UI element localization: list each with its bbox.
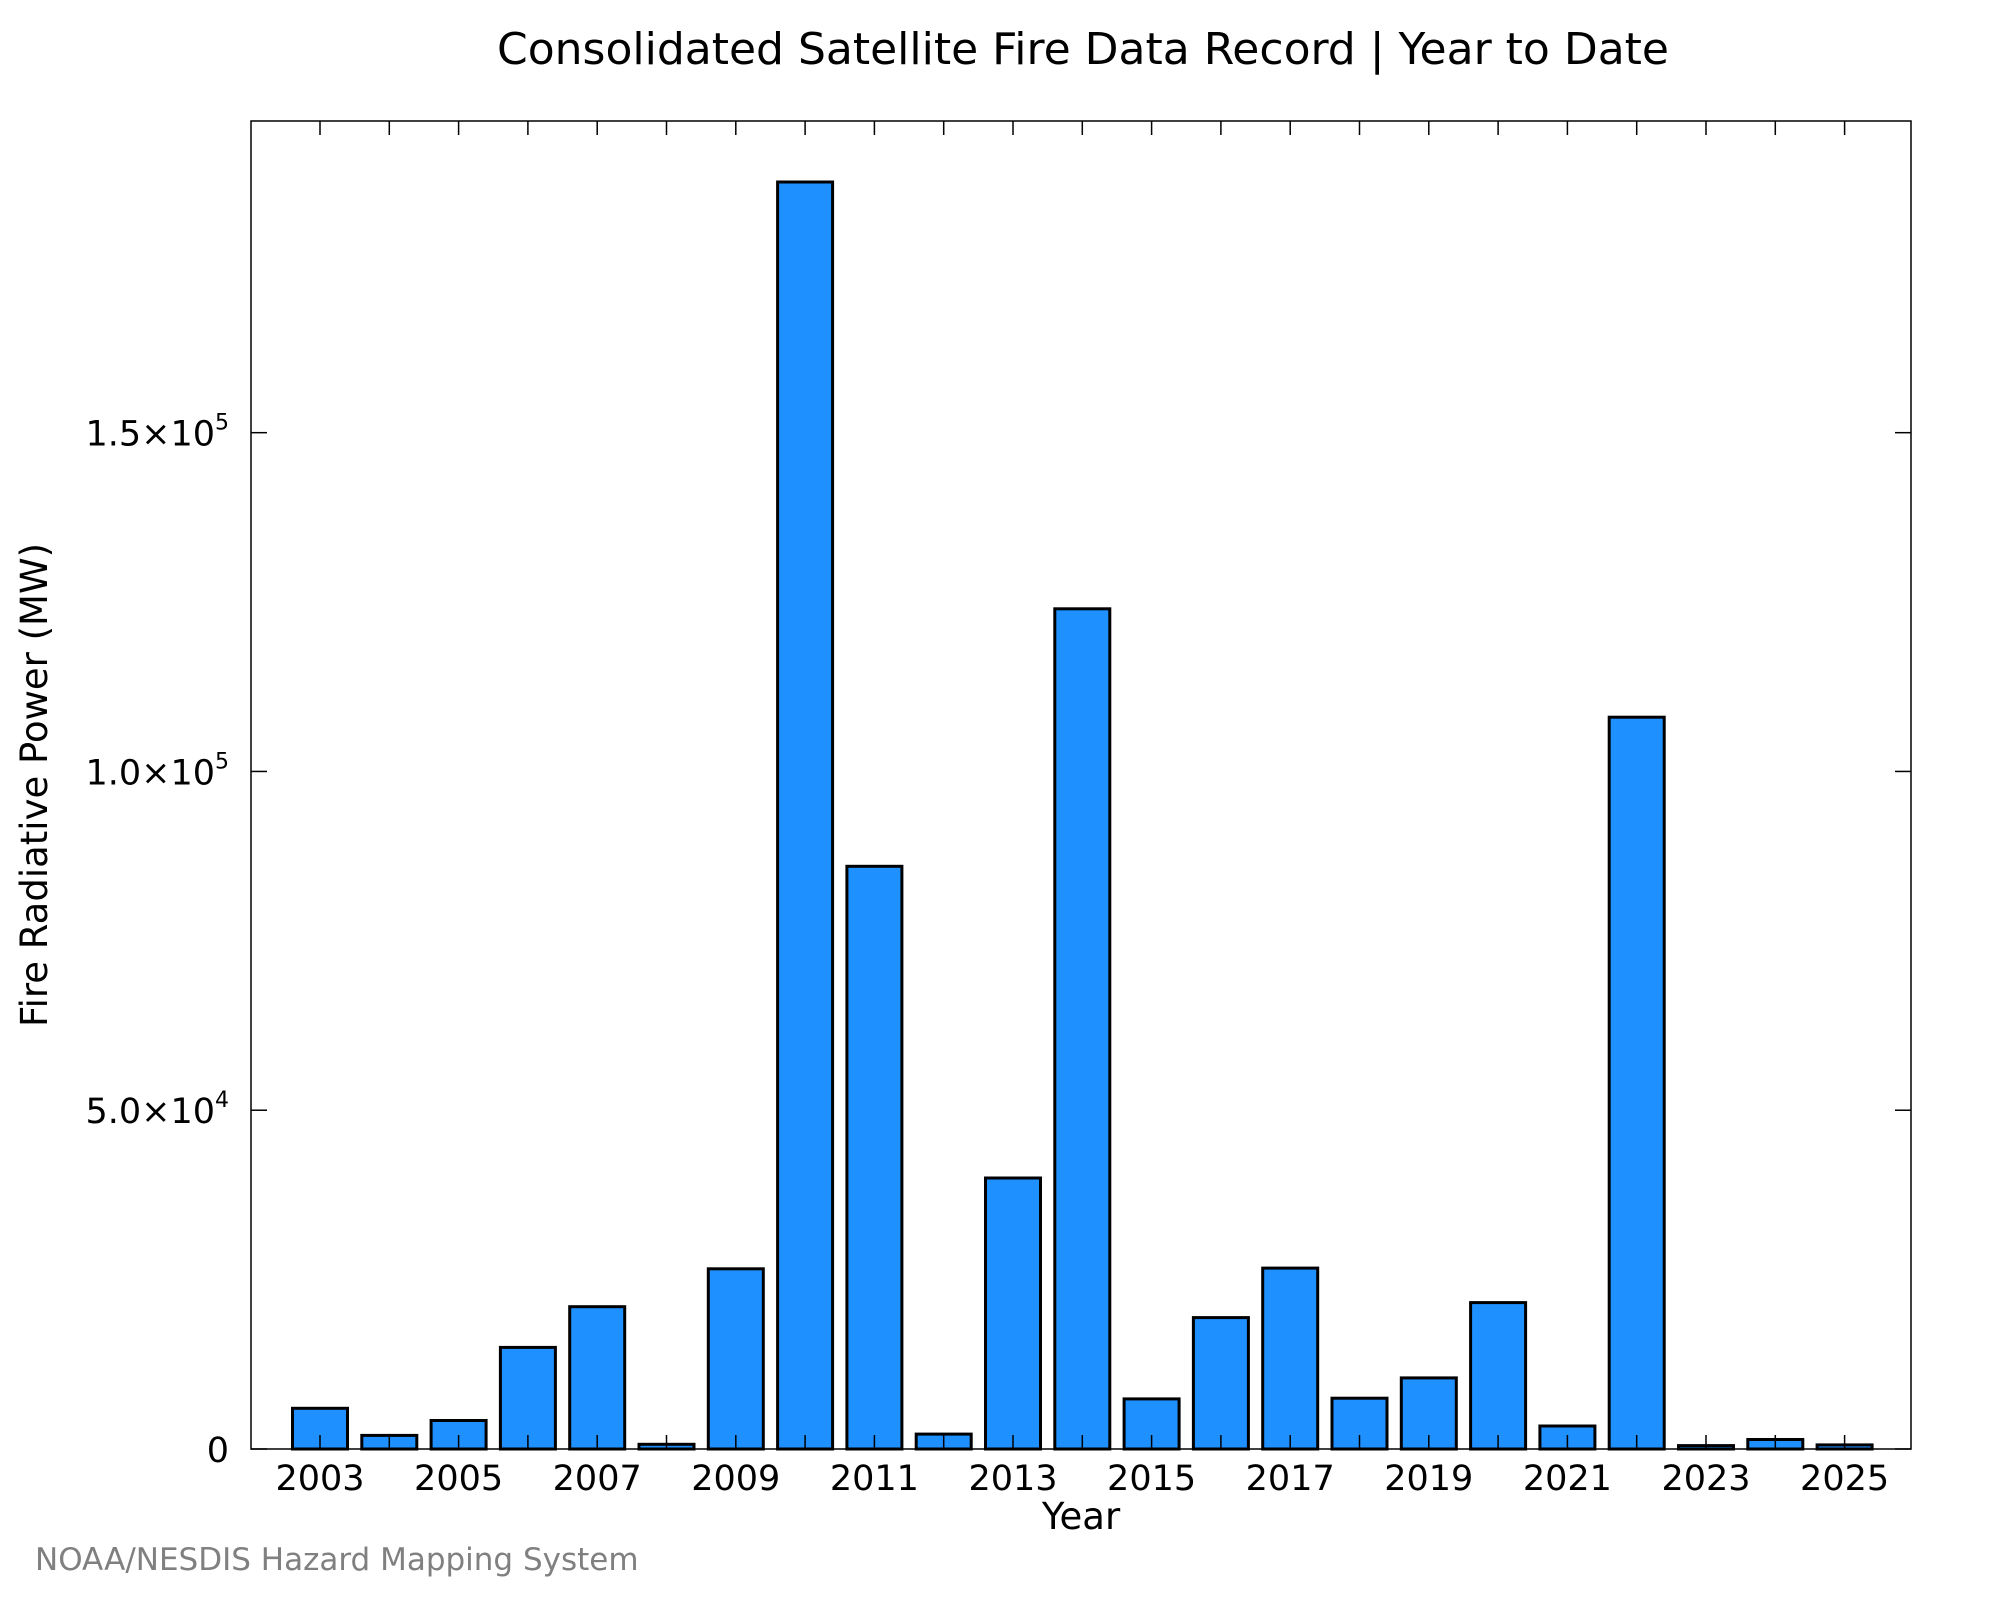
bar-2009 — [706, 1267, 765, 1451]
bar-2010 — [776, 180, 835, 1451]
bar-series — [291, 180, 1874, 1451]
x-tick-label-2023: 2023 — [1661, 1459, 1750, 1499]
x-tick-label-2017: 2017 — [1246, 1459, 1335, 1499]
x-axis-label: Year — [1041, 1495, 1121, 1538]
bar-2007 — [568, 1305, 627, 1451]
x-tick-label-2013: 2013 — [968, 1459, 1057, 1499]
bar-2017 — [1261, 1266, 1320, 1451]
bar-2016 — [1191, 1316, 1250, 1451]
bar-2011 — [845, 864, 904, 1451]
y-tick-label-0: 0 — [207, 1431, 229, 1471]
x-tick-label-2005: 2005 — [414, 1459, 503, 1499]
x-tick-label-2021: 2021 — [1523, 1459, 1612, 1499]
bar-2014 — [1053, 607, 1112, 1451]
plot-frame — [250, 120, 1912, 1450]
x-tick-label-2025: 2025 — [1800, 1459, 1889, 1499]
x-tick-label-2003: 2003 — [275, 1459, 364, 1499]
bar-2020 — [1469, 1301, 1528, 1451]
x-tick-label-2019: 2019 — [1384, 1459, 1473, 1499]
axis-ticks — [251, 121, 1911, 1450]
y-axis-label: Fire Radiative Power (MW) — [13, 543, 56, 1027]
x-tick-label-2015: 2015 — [1107, 1459, 1196, 1499]
bar-2022 — [1607, 715, 1666, 1451]
chart-title: Consolidated Satellite Fire Data Record … — [497, 24, 1669, 75]
y-axis-tick-labels: 0 5.0×104 1.0×105 1.5×105 — [85, 411, 229, 1471]
x-tick-label-2011: 2011 — [830, 1459, 919, 1499]
y-tick-label-150000: 1.5×105 — [85, 411, 229, 455]
bar-2013 — [984, 1176, 1042, 1451]
credit-label: NOAA/NESDIS Hazard Mapping System — [35, 1542, 639, 1578]
x-tick-label-2009: 2009 — [691, 1459, 780, 1499]
y-tick-label-100000: 1.0×105 — [85, 749, 229, 793]
bar-2006 — [498, 1345, 557, 1451]
x-tick-label-2007: 2007 — [553, 1459, 642, 1499]
y-tick-label-50000: 5.0×104 — [85, 1088, 229, 1132]
x-axis-tick-labels: 2003 2005 2007 2009 2011 2013 2015 2017 2019 2021… — [275, 1459, 1889, 1499]
